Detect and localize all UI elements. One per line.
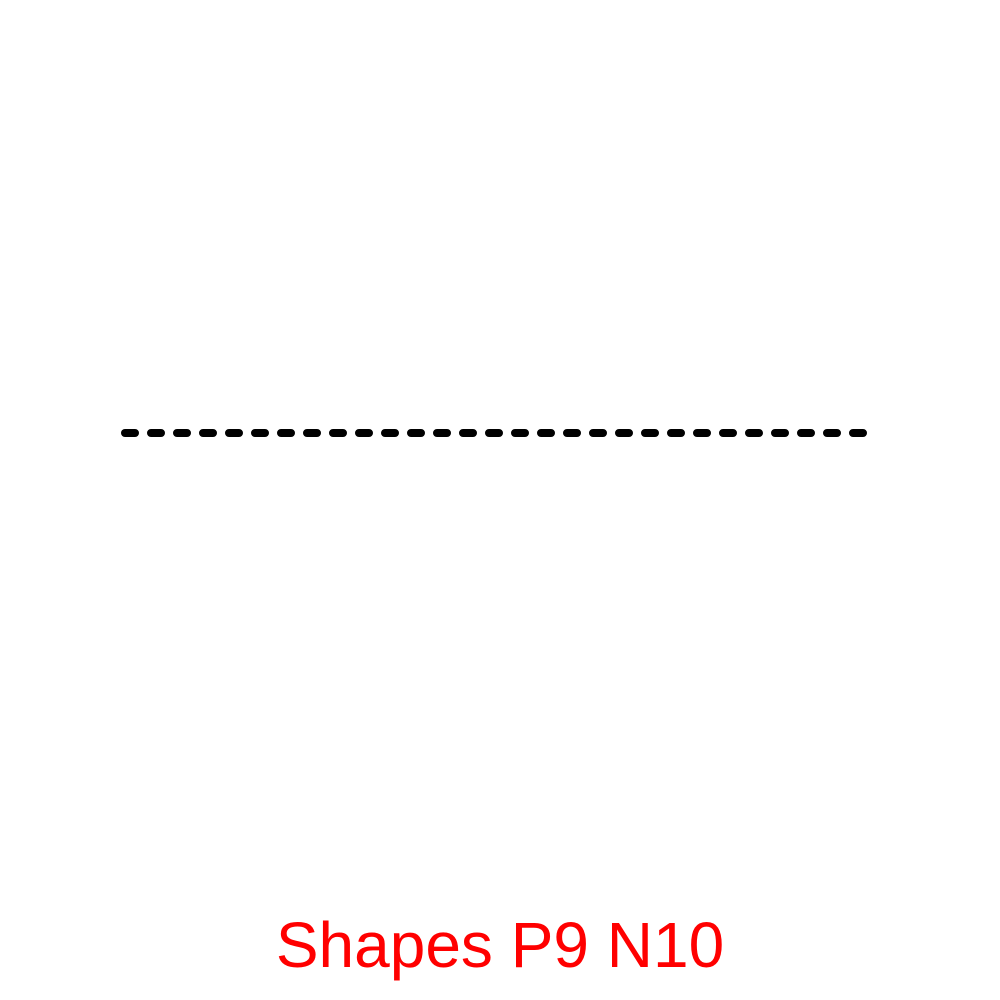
shape-caption: Shapes P9 N10 [275, 909, 725, 981]
